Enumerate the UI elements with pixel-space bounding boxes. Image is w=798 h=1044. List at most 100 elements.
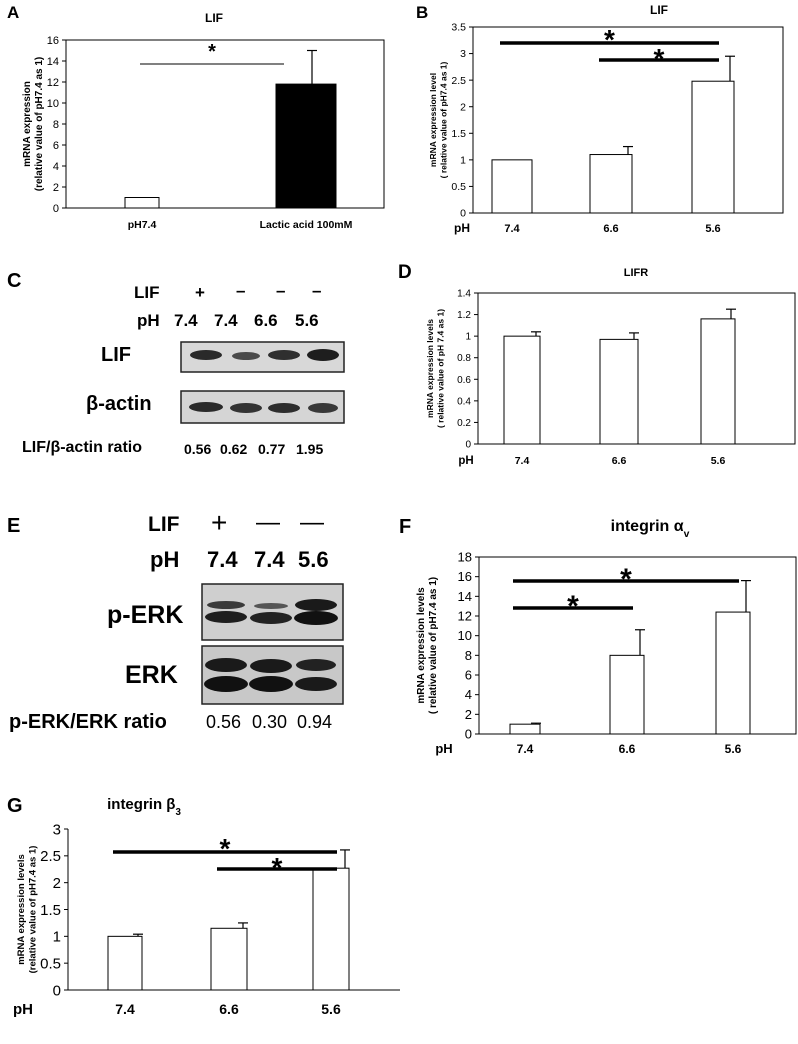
blot-e-row2-label: ERK [125, 661, 178, 689]
blot-c-row2-label: β-actin [86, 393, 152, 415]
blot-e-bands [201, 583, 344, 705]
chart-g-significance-star: * [272, 852, 283, 883]
chart-d-y-label-line1: mRNA expression levels [425, 319, 435, 418]
blot-c-band [190, 350, 222, 360]
blot-e-lif-val-2: — [256, 509, 280, 536]
chart-f-bar [509, 723, 541, 735]
chart-b-significance-star: * [604, 24, 615, 55]
chart-panel-d: 0 0.2 0.4 0.6 0.8 1 1.2 1.4 7.4 6.6 5.6 pH LIFR mRNA … [425, 267, 796, 467]
chart-g-bar [312, 867, 350, 991]
chart-b-category-label: 6.6 [603, 223, 618, 235]
chart-d-bar [599, 338, 639, 445]
blot-e-band [295, 677, 337, 691]
blot-e-band [205, 611, 247, 623]
panel-letter-a: A [7, 3, 20, 22]
blot-e-ratio-3: 0.94 [297, 712, 333, 732]
chart-f-title: integrin αv [611, 518, 690, 540]
chart-g-y-label: mRNA expression levels (relative value of… [16, 846, 39, 974]
blot-c-bands [180, 341, 345, 424]
chart-a-category-label: pH7.4 [128, 219, 157, 231]
chart-f-significance-star: * [620, 563, 632, 596]
chart-a-y-tick-label: 8 [53, 119, 59, 131]
chart-f-category-label: 5.6 [725, 742, 742, 756]
chart-f-category-label: 6.6 [619, 742, 636, 756]
chart-d-category-label: 5.6 [711, 455, 726, 467]
blot-c-lif-val-2: – [236, 281, 246, 300]
chart-f-y-tick-label: 2 [465, 707, 472, 722]
chart-g-category-label: 7.4 [115, 1001, 135, 1017]
chart-d-y-label-line2: ( relative value of pH 7.4 as 1) [436, 309, 446, 428]
chart-d-y-tick-label: 0.4 [457, 396, 471, 407]
chart-g-y-label-line1: mRNA expression levels [16, 854, 27, 965]
chart-b-y-tick-label: 0.5 [451, 181, 466, 193]
blot-c-ph-val-2: 7.4 [214, 311, 238, 330]
blot-c-lif-label: LIF [134, 283, 160, 302]
blot-c-band [189, 402, 223, 412]
chart-g-y-tick-label: 1 [53, 929, 61, 946]
blot-c-ratio-2: 0.62 [220, 441, 248, 457]
panel-letter-c: C [7, 270, 22, 292]
chart-g-y-tick-label: 1.5 [40, 902, 61, 919]
chart-f-y-tick-label: 16 [458, 569, 472, 584]
chart-b-bar [691, 80, 735, 214]
chart-f-y-label-line2: ( relative value of pH7.4 as 1) [428, 577, 439, 714]
blot-c-band [307, 349, 339, 361]
blot-c-row1-label: LIF [101, 344, 131, 366]
blot-e-lif-val-3: — [300, 509, 324, 536]
chart-f-y-tick-label: 8 [465, 648, 472, 663]
chart-a-significance-star: * [208, 41, 216, 63]
blot-e-band [250, 612, 292, 624]
blot-c-ratio-label: LIF/β-actin ratio [22, 439, 142, 456]
blot-e-ph-val-2: 7.4 [254, 547, 285, 572]
blot-e-ratio-label: p-ERK/ERK ratio [9, 711, 167, 733]
chart-g-y-label-line2: (relative value of pH7.4 as 1) [28, 846, 39, 974]
chart-g-y-tick-label: 2.5 [40, 848, 61, 865]
blot-e-band [250, 659, 292, 673]
panel-letter-e: E [7, 515, 21, 537]
chart-f-y-label: mRNA expression levels( relative value o… [416, 577, 439, 714]
chart-f-category-label: 7.4 [517, 742, 534, 756]
chart-a-y-tick-label: 10 [47, 98, 59, 110]
chart-g-y-tick-label: 0 [53, 982, 61, 999]
chart-a-y-tick-label: 6 [53, 140, 59, 152]
chart-panel-f: 0 2 4 6 8 10 12 14 16 18 7.4 6.6 5.6 pH integrin αv mRN… [416, 518, 797, 756]
chart-g-category-label: 5.6 [321, 1001, 341, 1017]
chart-b-category-label: 5.6 [705, 223, 720, 235]
chart-f-significance-star: * [567, 590, 579, 623]
chart-a-y-label: mRNA expression (relative value of pH7.4 … [22, 57, 45, 192]
blot-c-ratio-1: 0.56 [184, 441, 212, 457]
panel-letter-f: F [399, 516, 412, 538]
chart-g-title: integrin β3 [107, 796, 181, 818]
chart-d-title: LIFR [624, 267, 648, 279]
blot-c-ratio-3: 0.77 [258, 441, 286, 457]
chart-g-category-label: 6.6 [219, 1001, 239, 1017]
chart-b-y-tick-label: 1.5 [451, 128, 466, 140]
chart-f-y-tick-label: 6 [465, 668, 472, 683]
chart-d-bar [503, 335, 541, 445]
chart-a-y-label-line2: (relative value of pH7.4 as 1) [34, 57, 45, 192]
chart-d-y-tick-label: 1 [465, 332, 471, 343]
blot-c-ph-val-1: 7.4 [174, 311, 198, 330]
chart-d-y-tick-label: 1.4 [457, 289, 471, 300]
blot-e-band [249, 676, 293, 692]
chart-f-y-tick-label: 10 [458, 628, 472, 643]
chart-g-y-tick-label: 2 [53, 875, 61, 892]
blot-e-ph-label: pH [150, 547, 180, 572]
chart-g-y-tick-label: 0.5 [40, 955, 61, 972]
chart-g-bar [210, 927, 248, 991]
panel-letter-d: D [398, 262, 412, 283]
blot-c-lif-val-4: – [312, 281, 322, 300]
blot-e-row1-label: p-ERK [107, 601, 184, 629]
chart-f-y-label-line1: mRNA expression levels [416, 587, 427, 704]
chart-f-bar [715, 611, 751, 735]
chart-a-y-tick-label: 12 [47, 77, 59, 89]
chart-a-y-tick-label: 16 [47, 35, 59, 47]
chart-d-y-label: mRNA expression levels( relative value o… [425, 309, 446, 428]
blot-c-ph-val-3: 6.6 [254, 311, 278, 330]
chart-d-x-label: pH [458, 455, 473, 467]
chart-d-y-tick-label: 0 [465, 440, 471, 451]
blot-e-lif-val-1: + [211, 507, 228, 538]
chart-b-significance-star: * [654, 43, 665, 74]
chart-a-y-tick-label: 0 [53, 203, 59, 215]
chart-a-y-tick-label: 4 [53, 161, 59, 173]
